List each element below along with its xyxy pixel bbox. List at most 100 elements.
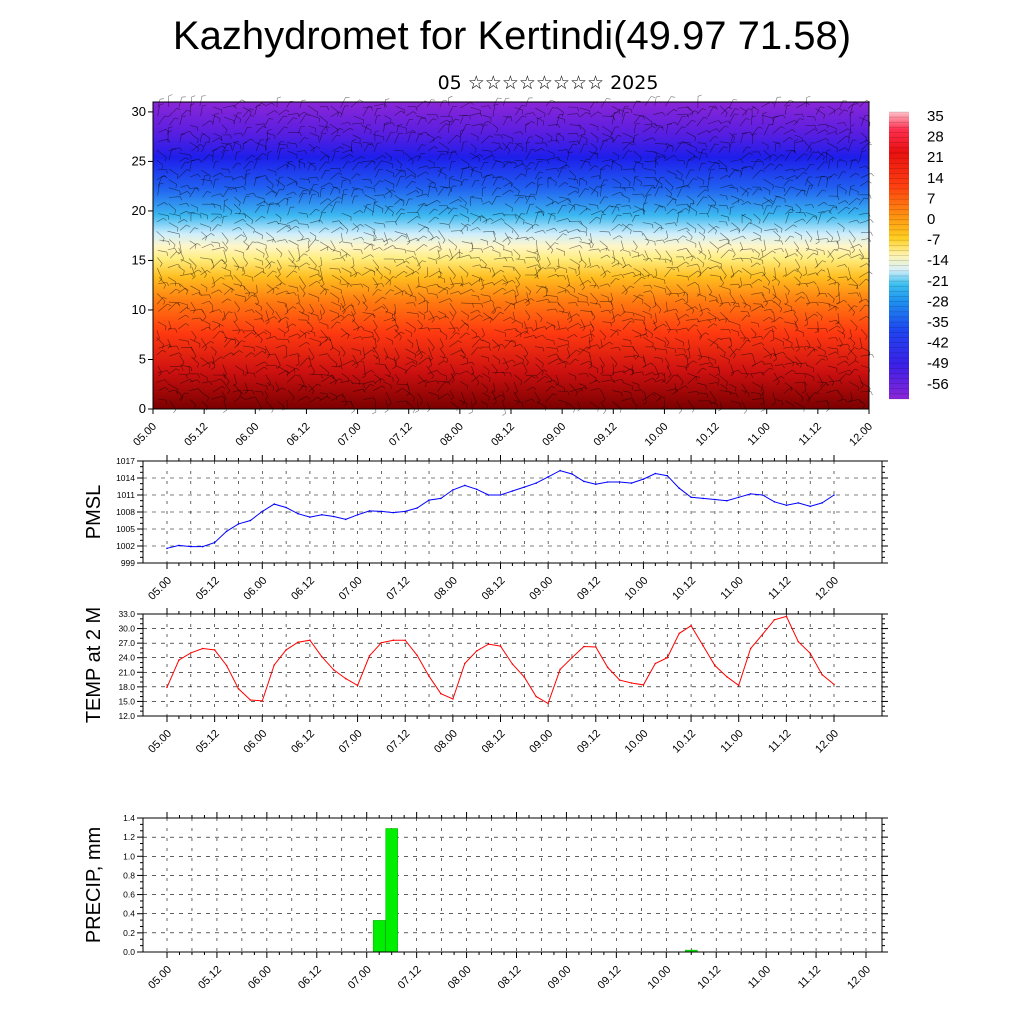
colorbar-bands	[889, 111, 909, 400]
x-tick-label: 09.12	[596, 964, 624, 992]
precip-panel: 0.0 0.2 0.4 0.6 0.8 1.0 1.2 1.4 05.00 05.12 06.00 0…	[83, 812, 888, 992]
y-tick-label: 30	[132, 104, 146, 119]
x-tick-label: 05.00	[146, 575, 174, 603]
x-tick-label: 09.12	[575, 728, 603, 756]
pmsl-series-line	[166, 470, 835, 549]
y-tick-label: 21.0	[118, 667, 135, 677]
x-tick-label: 05.12	[196, 964, 224, 992]
wind-barbs	[156, 94, 875, 416]
pmsl-grid	[143, 461, 882, 563]
y-tick-label: 0.0	[123, 947, 135, 957]
pmsl-panel: 999 1002 1005 1008 1011 1014 1017 05.00 05.12 06.…	[83, 455, 888, 603]
page-title: Kazhydromet for Kertindi(49.97 71.58)	[172, 14, 852, 58]
y-tick-label: 0.6	[123, 890, 135, 900]
precip-frame	[142, 817, 883, 953]
colorbar-label: -49	[927, 355, 949, 372]
pmsl-ylabel: PMSL	[83, 485, 105, 539]
y-tick-label: 0.4	[123, 909, 135, 919]
x-tick-label: 08.12	[489, 421, 517, 449]
colorbar-label: -21	[927, 273, 949, 290]
x-tick-label: 11.12	[796, 964, 823, 991]
x-tick-label: 05.12	[194, 575, 222, 603]
y-tick-label: 1.4	[123, 813, 135, 823]
pmsl-axes: 999 1002 1005 1008 1011 1014 1017 05.00 05.12 06.…	[116, 455, 888, 603]
cross-section-panel: 0 5 10 15 20 25 30 05.00 05.12 06.00 06.12 07.00 07…	[131, 94, 875, 449]
x-tick-label: 10.00	[643, 421, 671, 449]
colorbar-label: -7	[927, 232, 940, 249]
precip-axes: 0.0 0.2 0.4 0.6 0.8 1.0 1.2 1.4 05.00 05.12 06.00 0…	[123, 812, 888, 992]
x-tick-label: 07.00	[346, 964, 374, 992]
colorbar-label: -35	[927, 314, 949, 331]
page-subtitle: 05 ☆☆☆☆☆☆☆☆ 2025	[437, 72, 659, 94]
colorbar-label: 35	[927, 108, 944, 125]
colorbar-label: -42	[927, 335, 949, 352]
y-tick-label: 30.0	[118, 624, 135, 634]
x-tick-label: 09.00	[527, 575, 555, 603]
x-tick-label: 05.00	[146, 728, 174, 756]
x-tick-label: 06.12	[296, 964, 324, 992]
x-tick-label: 06.00	[233, 421, 261, 449]
y-tick-label: 12.0	[118, 711, 135, 721]
x-tick-label: 05.12	[194, 728, 222, 756]
cross-section-field	[153, 102, 869, 409]
x-tick-label: 10.12	[670, 728, 698, 756]
y-tick-label: 18.0	[118, 682, 135, 692]
x-tick-label: 06.12	[289, 728, 317, 756]
x-tick-label: 12.00	[813, 728, 841, 756]
x-tick-label: 10.00	[623, 728, 651, 756]
precip-bar	[385, 828, 398, 953]
x-tick-label: 10.00	[645, 964, 673, 992]
y-tick-label: 33.0	[118, 609, 135, 619]
temp-axes: 12.0 15.0 18.0 21.0 24.0 27.0 30.0 33.0 05.00 05.…	[118, 608, 888, 756]
x-tick-label: 08.12	[480, 728, 508, 756]
x-tick-label: 08.00	[446, 964, 474, 992]
x-tick-label: 07.12	[387, 421, 415, 449]
x-tick-label: 05.00	[131, 421, 159, 449]
x-tick-label: 08.12	[480, 575, 508, 603]
x-tick-label: 09.00	[546, 964, 574, 992]
x-tick-label: 10.12	[694, 421, 722, 449]
colorbar-label: -56	[927, 376, 949, 393]
y-tick-label: 27.0	[118, 638, 135, 648]
colorbar-label: -14	[927, 252, 949, 269]
y-tick-label: 0.8	[123, 870, 135, 880]
cross-section-y-axis: 0 5 10 15 20 25 30	[132, 104, 153, 416]
x-tick-label: 08.00	[432, 728, 460, 756]
colorbar-label: 21	[927, 149, 944, 166]
x-tick-label: 11.12	[797, 421, 824, 448]
x-tick-label: 09.00	[527, 728, 555, 756]
colorbar-label: -28	[927, 293, 949, 310]
x-tick-label: 07.00	[337, 728, 365, 756]
x-tick-label: 05.00	[146, 964, 174, 992]
x-tick-label: 06.00	[241, 728, 269, 756]
y-tick-label: 0.2	[123, 928, 135, 938]
x-tick-label: 10.12	[695, 964, 723, 992]
temp-ylabel: TEMP at 2 M	[83, 607, 105, 723]
y-tick-label: 10	[132, 302, 146, 317]
y-tick-label: 1011	[117, 490, 136, 500]
temp-grid	[143, 614, 882, 716]
x-tick-label: 07.12	[384, 575, 412, 603]
x-tick-label: 06.12	[289, 575, 317, 603]
x-tick-label: 06.00	[241, 575, 269, 603]
precip-ylabel: PRECIP, mm	[83, 827, 105, 943]
precip-grid	[143, 818, 882, 952]
y-tick-label: 20	[132, 203, 146, 218]
x-tick-label: 08.00	[432, 575, 460, 603]
y-tick-label: 15.0	[118, 696, 135, 706]
colorbar-label: 14	[927, 170, 944, 187]
colorbar-label: 7	[927, 190, 935, 207]
temp-panel: 12.0 15.0 18.0 21.0 24.0 27.0 30.0 33.0 05.00 05.…	[83, 607, 888, 756]
colorbar: 35 28 21 14 7 0 -7 -14 -21 -28 -35 -42 -49 -56	[889, 108, 949, 400]
colorbar-gradient	[889, 112, 909, 399]
x-tick-label: 11.12	[766, 728, 793, 755]
x-tick-label: 05.12	[182, 421, 210, 449]
x-tick-label: 11.00	[718, 728, 745, 755]
x-tick-label: 12.00	[813, 575, 841, 603]
x-tick-label: 06.00	[246, 964, 274, 992]
x-tick-label: 10.00	[623, 575, 651, 603]
x-tick-label: 11.00	[746, 964, 773, 991]
colorbar-label: 0	[927, 211, 935, 228]
x-tick-label: 11.12	[766, 575, 793, 602]
x-tick-label: 11.00	[745, 421, 772, 448]
